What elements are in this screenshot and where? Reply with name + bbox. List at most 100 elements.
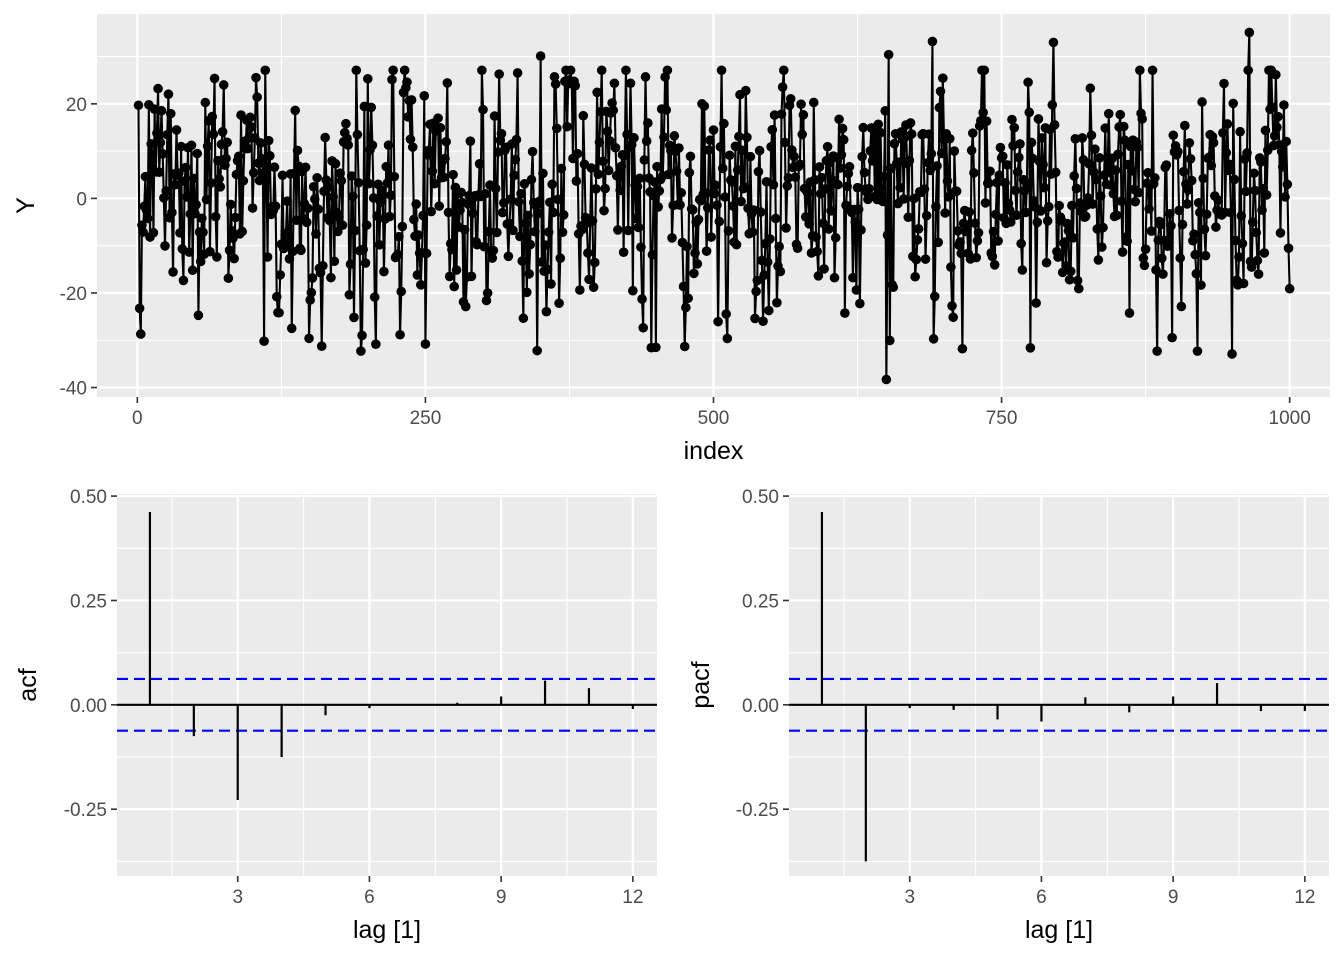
series-point bbox=[783, 173, 794, 183]
series-point bbox=[817, 172, 827, 183]
series-point bbox=[1002, 160, 1013, 170]
series-point bbox=[388, 65, 398, 76]
x-axis-title: lag [1] bbox=[353, 916, 421, 944]
series-point bbox=[256, 153, 267, 164]
series-point bbox=[275, 270, 286, 280]
series-point bbox=[1211, 222, 1221, 232]
series-point bbox=[837, 123, 848, 134]
series-point bbox=[212, 252, 222, 262]
series-point bbox=[186, 140, 197, 151]
series-point bbox=[335, 168, 345, 178]
series-point bbox=[141, 205, 152, 215]
series-point bbox=[728, 201, 738, 211]
series-point bbox=[781, 223, 791, 233]
series-point bbox=[797, 129, 808, 140]
series-point bbox=[208, 129, 219, 140]
series-point bbox=[292, 145, 303, 156]
series-point bbox=[689, 268, 699, 279]
series-point bbox=[284, 254, 295, 264]
series-point bbox=[1069, 171, 1079, 181]
series-point bbox=[772, 297, 782, 308]
series-point bbox=[290, 105, 301, 116]
series-point bbox=[271, 291, 282, 302]
series-point bbox=[304, 333, 314, 344]
series-point bbox=[1180, 120, 1190, 131]
series-point bbox=[671, 166, 682, 177]
series-point bbox=[942, 176, 953, 186]
series-point bbox=[621, 65, 631, 76]
series-point bbox=[352, 129, 363, 140]
series-point bbox=[1183, 185, 1194, 195]
series-point bbox=[949, 146, 960, 156]
series-point bbox=[1192, 346, 1203, 356]
series-point bbox=[1115, 109, 1126, 120]
series-point bbox=[490, 183, 501, 194]
series-point bbox=[252, 92, 262, 102]
series-point bbox=[1022, 178, 1032, 189]
series-point bbox=[1251, 227, 1262, 238]
series-point bbox=[1163, 239, 1174, 249]
series-point bbox=[709, 188, 720, 199]
series-point bbox=[628, 285, 638, 296]
series-point bbox=[1206, 160, 1217, 171]
series-point bbox=[727, 177, 737, 187]
series-point bbox=[933, 237, 944, 248]
series-point bbox=[281, 228, 291, 239]
series-point bbox=[348, 191, 358, 202]
series-point bbox=[375, 197, 386, 208]
y-tick-label: -0.25 bbox=[736, 800, 779, 821]
series-point bbox=[1191, 268, 1202, 279]
series-point bbox=[755, 207, 766, 217]
series-point bbox=[396, 286, 407, 297]
series-point bbox=[995, 142, 1006, 153]
series-point bbox=[989, 260, 1000, 270]
series-point bbox=[481, 295, 492, 306]
series-point bbox=[1197, 97, 1207, 107]
series-point bbox=[1085, 83, 1096, 94]
series-point bbox=[1112, 210, 1122, 221]
series-point bbox=[1097, 242, 1107, 252]
series-point bbox=[170, 179, 181, 190]
series-point bbox=[467, 208, 478, 218]
series-point bbox=[894, 157, 904, 168]
x-tick-label: 3 bbox=[232, 887, 243, 908]
y-tick-label: 20 bbox=[66, 95, 87, 116]
series-point bbox=[904, 155, 915, 166]
series-point bbox=[523, 210, 533, 221]
series-point bbox=[1173, 146, 1183, 157]
series-point bbox=[349, 312, 359, 323]
series-point bbox=[623, 225, 634, 236]
series-point bbox=[820, 184, 831, 194]
series-point bbox=[1224, 159, 1235, 170]
series-point bbox=[336, 175, 347, 186]
series-point bbox=[1260, 125, 1271, 136]
series-point bbox=[590, 257, 600, 268]
series-point bbox=[1161, 160, 1172, 170]
series-point bbox=[206, 178, 216, 188]
series-point bbox=[1219, 78, 1229, 89]
series-point bbox=[153, 83, 163, 94]
series-point bbox=[517, 256, 528, 266]
series-point bbox=[944, 133, 955, 144]
series-point bbox=[209, 73, 220, 84]
series-point bbox=[838, 134, 849, 145]
series-point bbox=[571, 176, 582, 186]
series-point bbox=[1139, 260, 1150, 271]
series-point bbox=[346, 171, 357, 181]
series-point bbox=[614, 168, 624, 179]
series-point bbox=[667, 233, 677, 243]
series-point bbox=[384, 211, 395, 222]
series-point bbox=[934, 102, 945, 113]
series-point bbox=[511, 134, 522, 145]
series-point bbox=[906, 129, 917, 139]
series-point bbox=[767, 125, 778, 135]
series-point bbox=[1050, 167, 1061, 178]
series-point bbox=[653, 202, 663, 212]
series-point bbox=[1247, 217, 1258, 227]
series-point bbox=[588, 282, 599, 293]
series-point bbox=[639, 155, 650, 165]
series-point bbox=[392, 249, 403, 260]
series-point bbox=[745, 151, 756, 162]
series-point bbox=[224, 245, 235, 256]
series-point bbox=[541, 306, 552, 317]
